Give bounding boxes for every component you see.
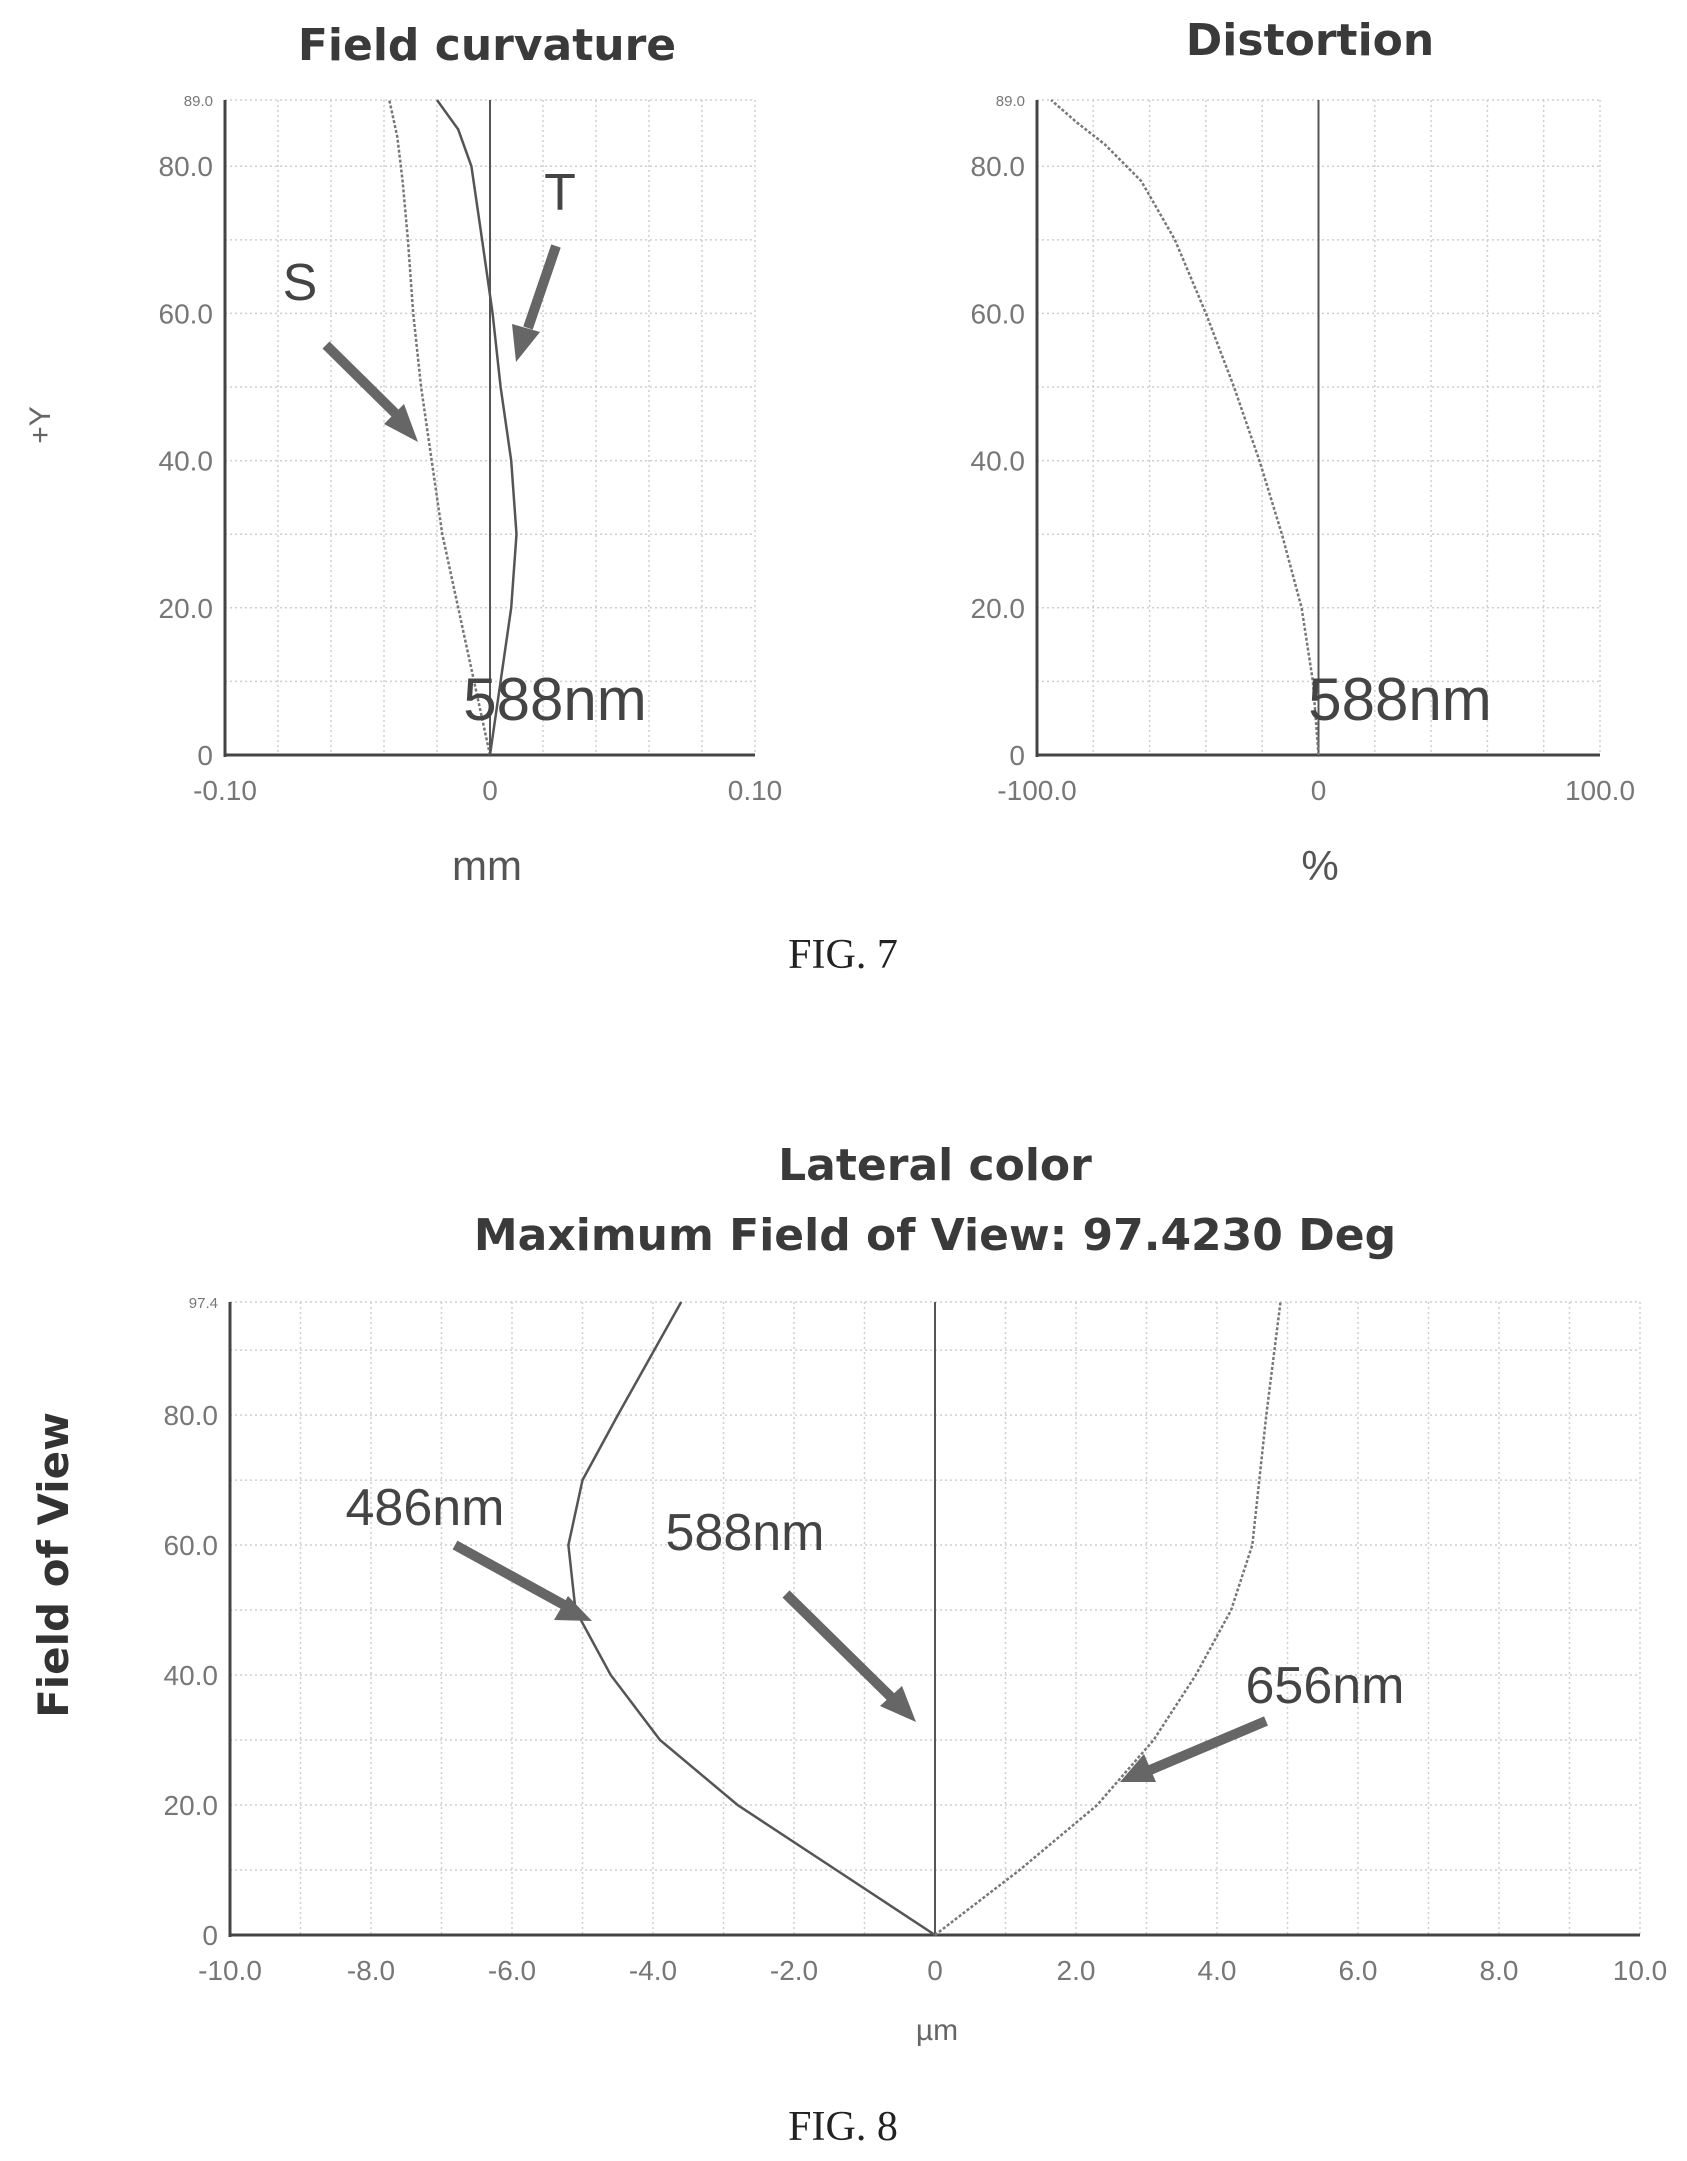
series-line-t: [435, 99, 518, 756]
x-tick-label: -6.0: [488, 1955, 536, 1986]
x-axis-label: %: [1301, 842, 1338, 889]
y-tick-label: 60.0: [971, 298, 1026, 329]
wavelength-label: 588nm: [463, 666, 646, 733]
annotation-656nm: 656nm: [1246, 1657, 1405, 1715]
x-tick-label: -10.0: [198, 1955, 262, 1986]
x-axis-label: µm: [916, 2014, 958, 2047]
y-tick-label: 60.0: [159, 298, 214, 329]
annotation-arrow-t: [512, 244, 561, 362]
chart-title: Field curvature: [298, 20, 676, 71]
chart-title: Lateral color: [778, 1140, 1092, 1191]
field-curvature-chart: Field curvature +Y -0.10 0 0.10 0 20.0 40.0 60…: [24, 20, 782, 889]
annotation-588nm: 588nm: [666, 1504, 825, 1562]
x-tick-label: -4.0: [629, 1955, 677, 1986]
x-tick-label: 0: [1311, 775, 1327, 806]
annotation-486nm: 486nm: [346, 1479, 505, 1537]
y-top-tick-label: 89.0: [184, 93, 213, 110]
annotation-arrow-s: [322, 341, 418, 442]
tick-labels: -0.10 0 0.10 0 20.0 40.0 60.0 80.0 89.0: [159, 93, 783, 806]
annotation-arrow-656nm: [1120, 1716, 1268, 1782]
y-tick-label: 20.0: [164, 1790, 219, 1821]
annotation-arrow-486nm: [452, 1540, 592, 1621]
tick-labels: -100.0 0 100.0 0 20.0 40.0 60.0 80.0 89.0: [971, 93, 1636, 806]
chart-subtitle: Maximum Field of View: 97.4230 Deg: [474, 1210, 1396, 1261]
x-tick-label: 2.0: [1057, 1955, 1096, 1986]
y-tick-label: 80.0: [971, 151, 1026, 182]
figure-label-7: FIG. 7: [788, 932, 898, 978]
series-lines: [567, 1301, 1282, 1937]
series-line-486nm: [567, 1301, 936, 1937]
y-tick-label: 80.0: [164, 1400, 219, 1431]
series-line-656nm: [934, 1301, 1282, 1936]
tick-labels: -10.0 -8.0 -6.0 -4.0 -2.0 0 2.0 4.0 6.0 8.0 10.0 0 2…: [164, 1295, 1668, 1986]
x-tick-label: 6.0: [1339, 1955, 1378, 1986]
x-axis-label: mm: [452, 842, 522, 889]
x-tick-label: -0.10: [193, 775, 257, 806]
x-tick-label: 0: [482, 775, 498, 806]
x-tick-label: 0.10: [728, 775, 783, 806]
x-tick-label: 10.0: [1613, 1955, 1668, 1986]
series-line-s: [388, 99, 492, 756]
x-tick-label: -2.0: [770, 1955, 818, 1986]
series-lines: [388, 99, 518, 756]
x-tick-label: -8.0: [347, 1955, 395, 1986]
axes: [1035, 100, 1600, 757]
y-tick-label: 0: [197, 740, 213, 771]
series-line-distortion: [1050, 99, 1320, 756]
y-top-tick-label: 89.0: [996, 93, 1025, 110]
y-tick-label: 0: [202, 1920, 218, 1951]
y-tick-label: 60.0: [164, 1530, 219, 1561]
y-axis-label: +Y: [24, 406, 57, 444]
y-tick-label: 20.0: [971, 593, 1026, 624]
annotation-arrow-588nm: [782, 1590, 916, 1722]
axes: [223, 100, 755, 757]
chart-title: Distortion: [1186, 15, 1434, 66]
y-tick-label: 0: [1009, 740, 1025, 771]
x-tick-label: 0: [927, 1955, 943, 1986]
annotation-t: T: [544, 164, 576, 222]
y-tick-label: 40.0: [164, 1660, 219, 1691]
distortion-chart: Distortion -100.0 0 100.0 0 20.0 40.0 60.0 80.0…: [971, 15, 1636, 889]
x-tick-label: 100.0: [1565, 775, 1635, 806]
y-tick-label: 40.0: [971, 446, 1026, 477]
annotation-s: S: [283, 254, 318, 312]
lateral-color-chart: Lateral color Maximum Field of View: 97.…: [29, 1140, 1667, 2047]
figure-label-8: FIG. 8: [788, 2104, 898, 2150]
x-tick-label: 4.0: [1198, 1955, 1237, 1986]
y-tick-label: 20.0: [159, 593, 214, 624]
y-tick-label: 80.0: [159, 151, 214, 182]
wavelength-label: 588nm: [1308, 666, 1491, 733]
y-tick-label: 40.0: [159, 446, 214, 477]
x-tick-label: 8.0: [1480, 1955, 1519, 1986]
y-top-tick-label: 97.4: [189, 1295, 218, 1312]
series-lines: [1050, 99, 1320, 756]
y-axis-label: Field of View: [29, 1412, 78, 1718]
x-tick-label: -100.0: [997, 775, 1076, 806]
